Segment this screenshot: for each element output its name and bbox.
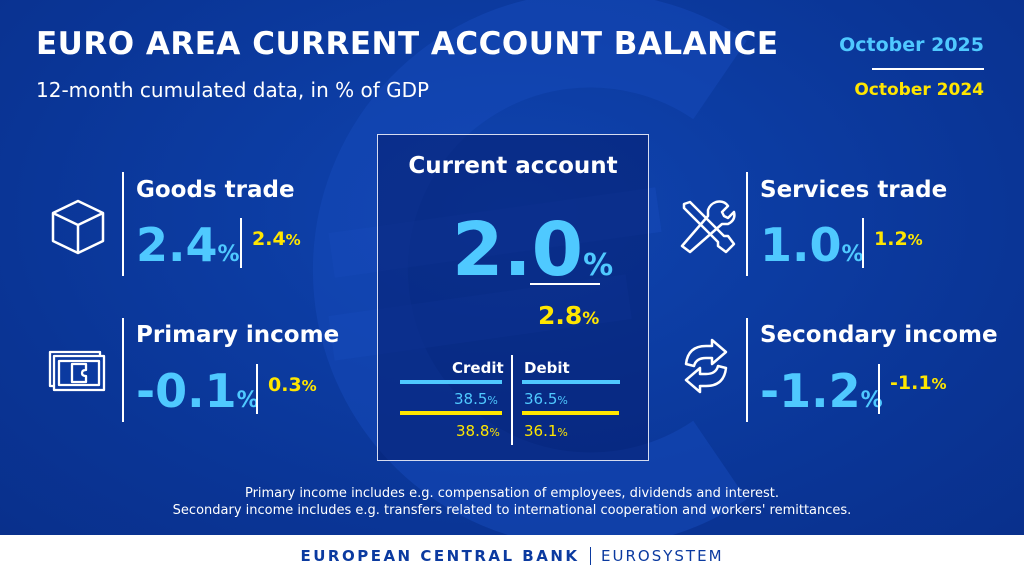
- current-account-divider: [530, 283, 600, 285]
- goods-trade-value-divider: [240, 218, 242, 268]
- services-trade-current-value: 1.0%: [760, 218, 864, 272]
- legend-previous-period: October 2024: [854, 80, 984, 100]
- credit-previous-bar: [400, 411, 502, 415]
- footer-system-name: EUROSYSTEM: [601, 546, 724, 565]
- footnote-secondary-income: Secondary income includes e.g. transfers…: [172, 503, 852, 518]
- current-account-previous-value: 2.8%: [538, 301, 600, 330]
- debit-previous-value: 36.1%: [524, 422, 568, 440]
- infographic-canvas: EURO AREA CURRENT ACCOUNT BALANCE 12-mon…: [0, 0, 1024, 535]
- services-trade-divider: [746, 172, 748, 276]
- footer-org-name: EUROPEAN CENTRAL BANK: [300, 546, 580, 565]
- primary-income-value-divider: [256, 364, 258, 414]
- credit-label: Credit: [452, 359, 504, 377]
- secondary-income-current-value: -1.2%: [760, 364, 883, 418]
- primary-income-current-value: -0.1%: [136, 364, 259, 418]
- legend-divider: [872, 68, 984, 70]
- banknote-icon: [48, 350, 106, 392]
- credit-current-bar: [400, 380, 502, 384]
- secondary-income-label: Secondary income: [760, 322, 998, 348]
- credit-current-value: 38.5%: [454, 390, 498, 408]
- footnote-primary-income: Primary income includes e.g. compensatio…: [244, 486, 780, 501]
- credit-debit-divider: [511, 355, 513, 445]
- primary-income-previous-value: 0.3%: [268, 374, 317, 396]
- secondary-income-value-divider: [878, 364, 880, 414]
- page-subtitle: 12-month cumulated data, in % of GDP: [36, 78, 430, 102]
- page-title: EURO AREA CURRENT ACCOUNT BALANCE: [36, 26, 779, 62]
- services-trade-value-divider: [862, 218, 864, 268]
- current-account-label: Current account: [408, 153, 618, 179]
- tools-icon: [680, 200, 736, 254]
- current-account-current-value: 2.0%: [452, 207, 614, 293]
- box-icon: [51, 199, 105, 255]
- primary-income-divider: [122, 318, 124, 422]
- secondary-income-previous-value: -1.1%: [890, 372, 947, 394]
- legend-current-period: October 2025: [839, 34, 984, 56]
- goods-trade-divider: [122, 172, 124, 276]
- debit-current-value: 36.5%: [524, 390, 568, 408]
- credit-previous-value: 38.8%: [456, 422, 500, 440]
- secondary-income-divider: [746, 318, 748, 422]
- goods-trade-previous-value: 2.4%: [252, 228, 301, 250]
- debit-current-bar: [522, 380, 620, 384]
- services-trade-previous-value: 1.2%: [874, 228, 923, 250]
- debit-label: Debit: [524, 359, 570, 377]
- transfer-arrows-icon: [684, 338, 728, 394]
- footer-bar: EUROPEAN CENTRAL BANK EUROSYSTEM: [0, 535, 1024, 576]
- primary-income-label: Primary income: [136, 322, 340, 348]
- current-account-panel: Current account 2.0% 2.8% Credit Debit 3…: [377, 134, 649, 461]
- footer-divider: [589, 546, 592, 565]
- debit-previous-bar: [522, 411, 619, 415]
- goods-trade-label: Goods trade: [136, 177, 295, 203]
- services-trade-label: Services trade: [760, 177, 948, 203]
- goods-trade-current-value: 2.4%: [136, 218, 240, 272]
